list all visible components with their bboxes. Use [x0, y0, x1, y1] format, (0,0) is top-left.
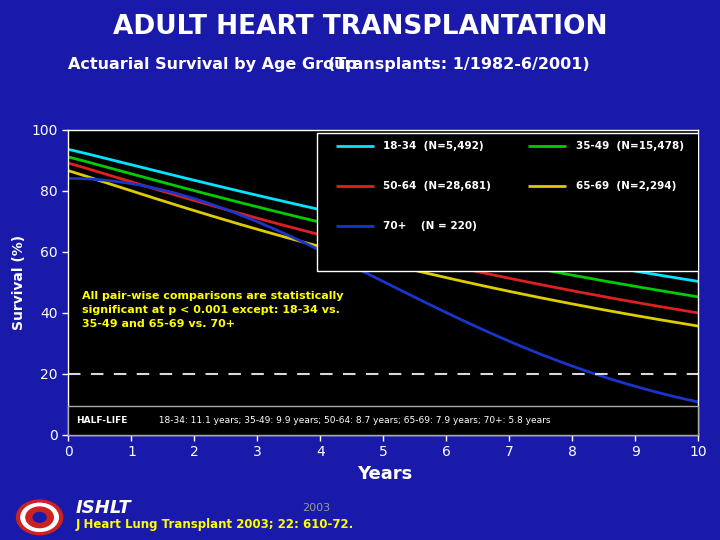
- Text: ISHLT: ISHLT: [76, 498, 131, 517]
- Text: 18-34: 11.1 years; 35-49: 9.9 years; 50-64: 8.7 years; 65-69: 7.9 years; 70+: 5.: 18-34: 11.1 years; 35-49: 9.9 years; 50-…: [153, 416, 551, 424]
- FancyBboxPatch shape: [318, 133, 708, 272]
- Text: J Heart Lung Transplant 2003; 22: 610-72.: J Heart Lung Transplant 2003; 22: 610-72…: [76, 518, 354, 531]
- Text: 65-69  (N=2,294): 65-69 (N=2,294): [575, 181, 676, 191]
- Text: (Transplants: 1/1982-6/2001): (Transplants: 1/1982-6/2001): [328, 57, 589, 72]
- Text: 70+    (N = 220): 70+ (N = 220): [383, 221, 477, 231]
- Text: 35-49  (N=15,478): 35-49 (N=15,478): [575, 141, 683, 151]
- Text: Years: Years: [358, 465, 413, 483]
- Text: HALF-LIFE: HALF-LIFE: [76, 416, 127, 424]
- Bar: [68, 406, 698, 435]
- Text: 2003: 2003: [302, 503, 330, 512]
- Text: Actuarial Survival by Age Group: Actuarial Survival by Age Group: [68, 57, 357, 72]
- Text: All pair-wise comparisons are statistically
significant at p < 0.001 except: 18-: All pair-wise comparisons are statistica…: [82, 291, 343, 329]
- Text: ADULT HEART TRANSPLANTATION: ADULT HEART TRANSPLANTATION: [113, 14, 607, 39]
- Text: 50-64  (N=28,681): 50-64 (N=28,681): [383, 181, 491, 191]
- Y-axis label: Survival (%): Survival (%): [12, 234, 26, 330]
- Text: 18-34  (N=5,492): 18-34 (N=5,492): [383, 141, 484, 151]
